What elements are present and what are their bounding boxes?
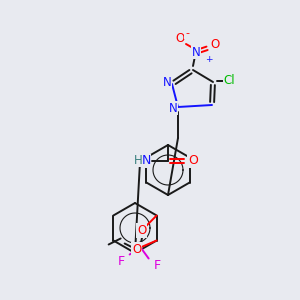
Text: F: F bbox=[118, 255, 125, 268]
Text: +: + bbox=[205, 55, 213, 64]
Text: O: O bbox=[132, 243, 141, 256]
Text: O: O bbox=[188, 154, 198, 167]
Text: F: F bbox=[154, 259, 161, 272]
Text: H: H bbox=[134, 154, 142, 166]
Text: -: - bbox=[185, 28, 189, 38]
Text: O: O bbox=[137, 224, 146, 237]
Text: N: N bbox=[163, 76, 171, 89]
Text: O: O bbox=[176, 32, 184, 46]
Text: N: N bbox=[192, 46, 200, 59]
Text: N: N bbox=[169, 101, 177, 115]
Text: O: O bbox=[210, 38, 220, 50]
Text: Cl: Cl bbox=[223, 74, 235, 86]
Text: N: N bbox=[141, 154, 151, 167]
